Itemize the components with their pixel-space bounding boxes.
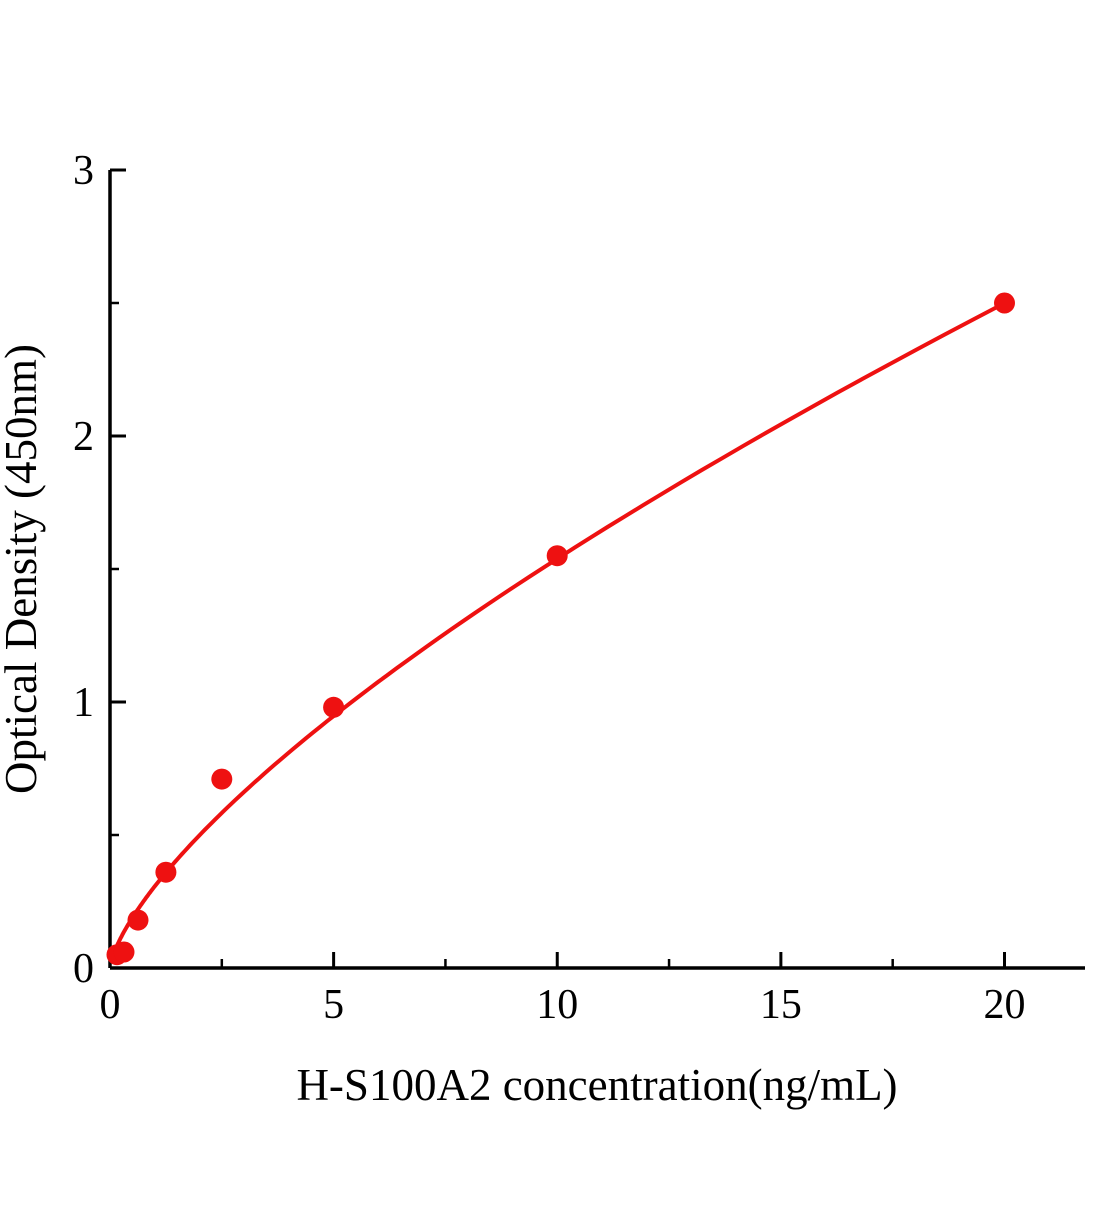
data-point: [127, 909, 149, 931]
y-tick-label: 3: [73, 148, 94, 194]
data-point: [211, 768, 233, 790]
data-point: [994, 292, 1015, 314]
x-tick-label: 20: [983, 982, 1025, 1028]
x-tick-label: 5: [323, 982, 344, 1028]
y-tick-label: 1: [73, 680, 94, 726]
data-point: [323, 696, 345, 718]
data-point: [546, 545, 568, 567]
x-tick-label: 15: [760, 982, 802, 1028]
y-axis-label: Optical Density (450nm): [0, 344, 46, 794]
x-tick-label: 0: [100, 982, 121, 1028]
data-point: [155, 861, 177, 883]
y-tick-label: 2: [73, 414, 94, 460]
y-tick-label: 0: [73, 946, 94, 992]
data-point: [113, 941, 135, 963]
x-axis-label: H-S100A2 concentration(ng/mL): [296, 1060, 897, 1110]
x-tick-label: 10: [536, 982, 578, 1028]
fit-curve: [111, 301, 1007, 957]
